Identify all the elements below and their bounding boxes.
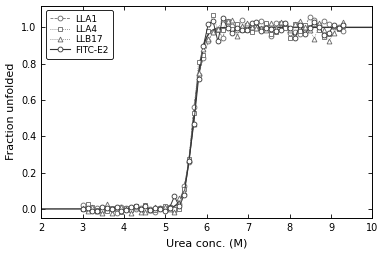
Y-axis label: Fraction unfolded: Fraction unfolded <box>5 63 16 161</box>
Legend: LLA1, LLA4, LLB17, FITC-E2: LLA1, LLA4, LLB17, FITC-E2 <box>46 10 113 59</box>
X-axis label: Urea conc. (M): Urea conc. (M) <box>166 239 248 248</box>
